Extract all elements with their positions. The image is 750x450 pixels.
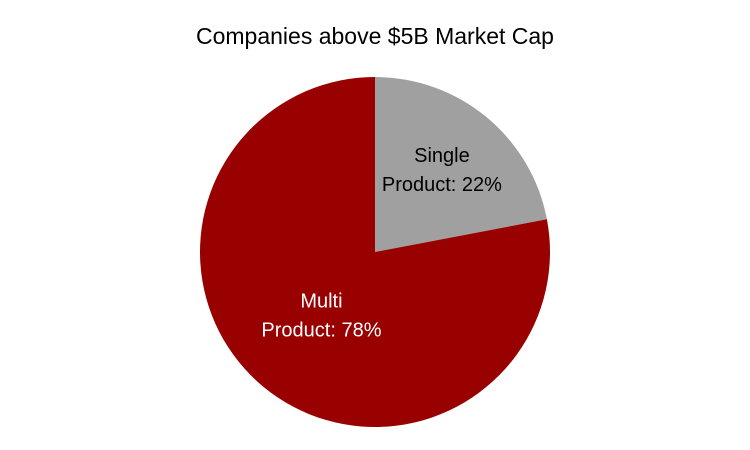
pie-slice: [199, 77, 550, 427]
data-label-line: Product: 78%: [261, 320, 381, 342]
pie-slice: [375, 77, 547, 252]
chart-title: Companies above $5B Market Cap: [196, 23, 554, 49]
data-label: Multi Product: 78%: [261, 291, 381, 342]
data-label: Single Product: 22%: [382, 145, 502, 196]
data-label-line: Multi: [300, 291, 342, 313]
data-label-line: Product: 22%: [382, 174, 502, 196]
data-label-line: Single: [414, 145, 470, 167]
